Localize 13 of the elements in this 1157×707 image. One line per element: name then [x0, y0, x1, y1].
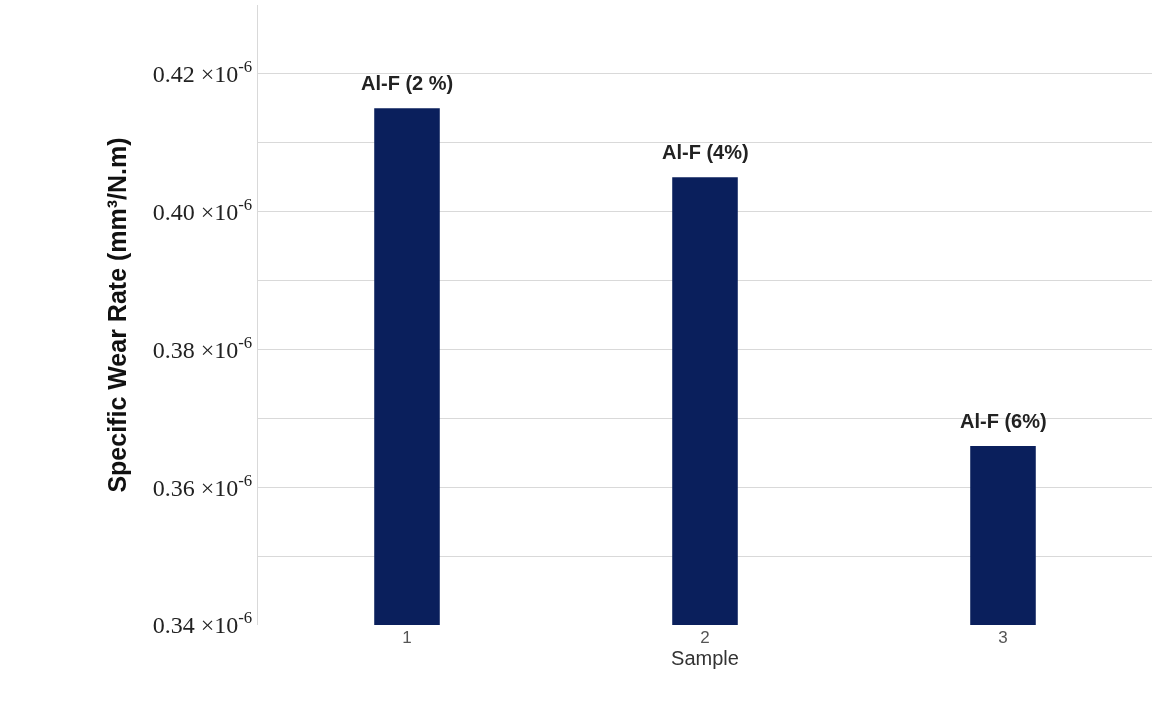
x-tick-label: 3	[998, 628, 1008, 647]
y-tick-label: 0.42 ×10$^{-6}$	[152, 57, 253, 88]
x-tick-label: 2	[700, 628, 710, 647]
y-axis-title: Specific Wear Rate (mm³/N.m)	[103, 137, 132, 493]
x-tick-label: 1	[402, 628, 412, 647]
x-axis-title: Sample	[671, 647, 739, 669]
annotation: Al-F (2 %)	[361, 72, 454, 94]
annotation: Al-F (4%)	[662, 141, 749, 163]
annotation: Al-F (6%)	[960, 410, 1047, 432]
y-tick-label: 0.36 ×10$^{-6}$	[152, 470, 253, 501]
y-tick-label: 0.40 ×10$^{-6}$	[152, 194, 253, 226]
y-tick-label: 0.38 ×10$^{-6}$	[152, 332, 253, 363]
y-tick-label: 0.34 ×10$^{-6}$	[152, 608, 253, 639]
